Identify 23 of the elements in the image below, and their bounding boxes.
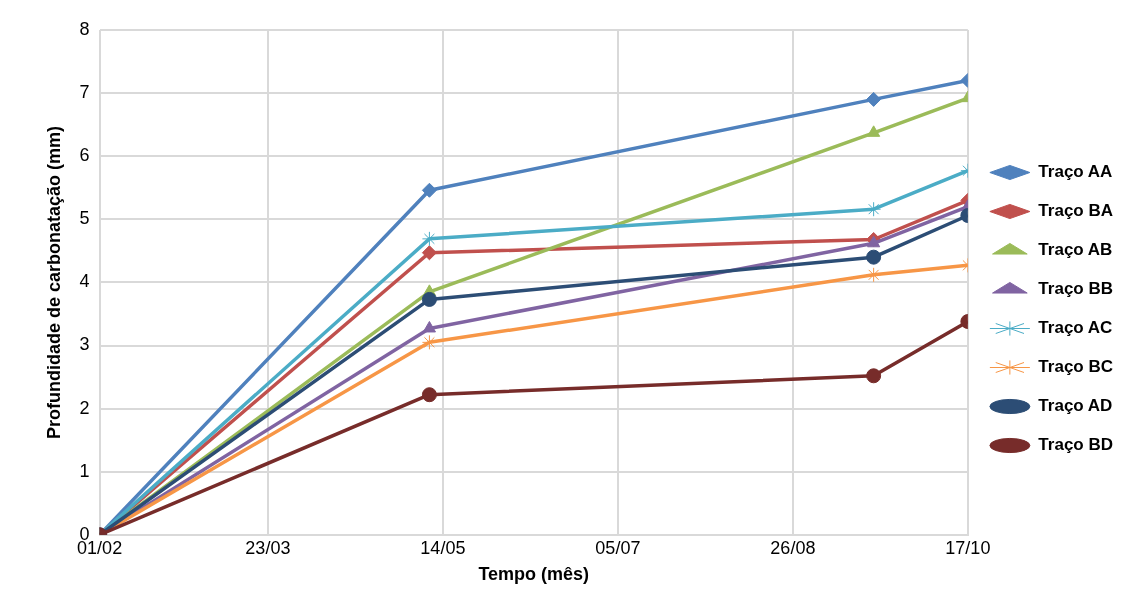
x-axis-title: Tempo (mês) — [478, 564, 590, 585]
x-tick-label: 17/10 — [945, 537, 991, 558]
legend-label: Traço BC — [1038, 357, 1114, 377]
legend-label: Traço AB — [1038, 240, 1113, 260]
y-tick-label: 6 — [79, 145, 90, 166]
x-tick-label: 26/08 — [770, 537, 816, 558]
y-tick-label: 4 — [79, 271, 90, 292]
legend-label: Traço AC — [1038, 318, 1113, 338]
y-tick-label: 3 — [79, 334, 90, 355]
x-tick-label: 23/03 — [245, 537, 291, 558]
x-tick-label: 05/07 — [595, 537, 641, 558]
legend-label: Traço AD — [1038, 396, 1113, 416]
legend-label: Traço BB — [1038, 279, 1114, 299]
x-tick-label: 14/05 — [420, 537, 466, 558]
y-tick-label: 2 — [79, 397, 90, 418]
legend-label: Traço BA — [1038, 201, 1114, 221]
y-tick-label: 1 — [79, 460, 90, 481]
y-tick-label: 7 — [79, 82, 90, 103]
y-axis-title: Profundidade de carbonatação (mm) — [43, 125, 64, 439]
legend-label: Traço BD — [1038, 435, 1114, 455]
legend-label: Traço AA — [1038, 162, 1113, 182]
y-tick-label: 5 — [79, 208, 90, 229]
y-tick-label: 8 — [79, 18, 90, 39]
